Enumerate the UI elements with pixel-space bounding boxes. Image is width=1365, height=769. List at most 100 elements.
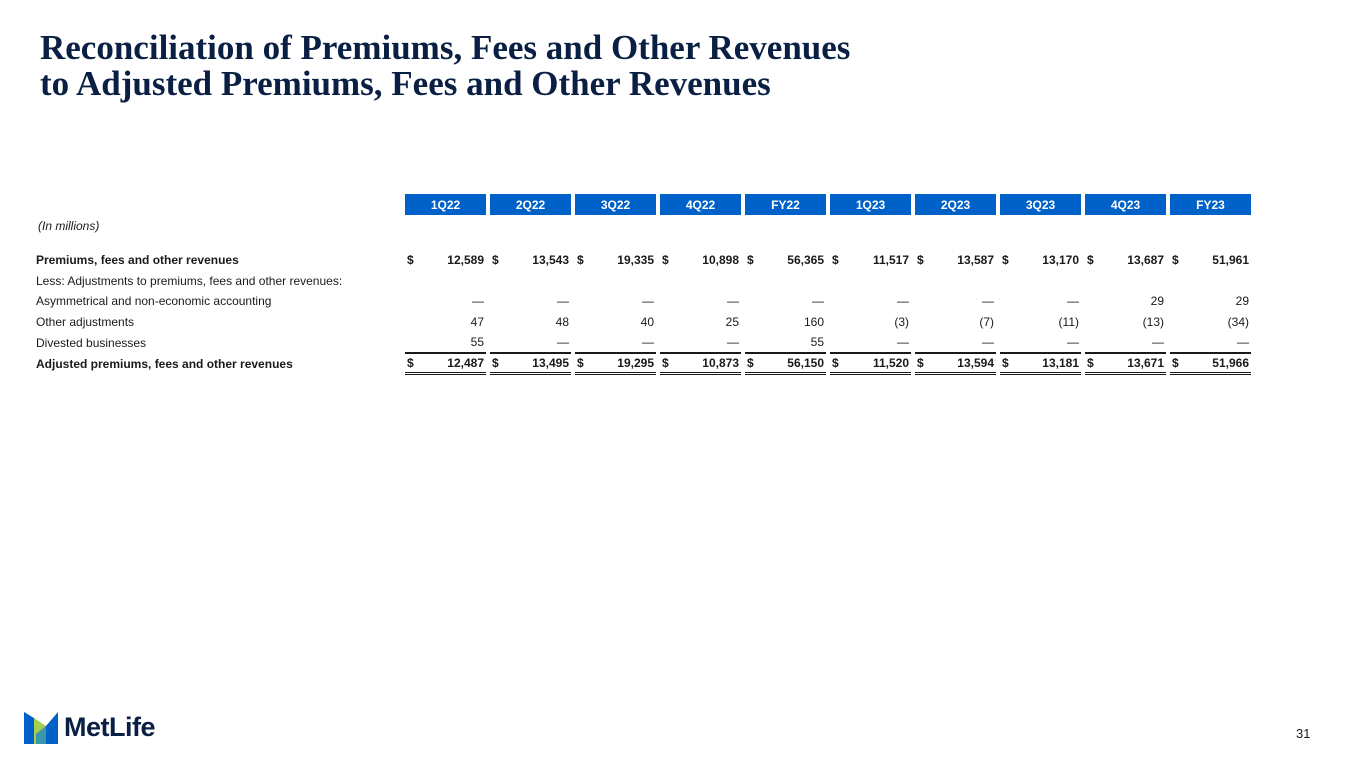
cell-3q23: — [1000, 332, 1081, 353]
cell-value: 56,150 [787, 356, 824, 370]
cell-value: 13,594 [957, 356, 994, 370]
cell-4q23: — [1085, 332, 1166, 353]
cell-3q23: (11) [1000, 312, 1081, 333]
currency-symbol: $ [492, 253, 499, 268]
row-other-adjustments: Other adjustments 47 48 40 25 160 (3) (7) (11) (… [36, 312, 1251, 333]
column-header-row: 1Q22 2Q22 3Q22 4Q22 FY22 1Q23 2Q23 3Q23 … [36, 194, 1251, 215]
cell-value: (11) [1058, 314, 1079, 329]
reconciliation-table: 1Q22 2Q22 3Q22 4Q22 FY22 1Q23 2Q23 3Q23 … [36, 194, 1251, 375]
currency-symbol: $ [747, 356, 754, 370]
column-header-4q23: 4Q23 [1085, 194, 1166, 215]
cell-4q23: 29 [1085, 291, 1166, 312]
row-asymmetrical: Asymmetrical and non-economic accounting… [36, 291, 1251, 312]
cell-4q23: $13,671 [1085, 353, 1166, 375]
cell-value: — [472, 294, 484, 309]
cell-2q23: $13,594 [915, 353, 996, 375]
cell-4q23: $13,687 [1085, 250, 1166, 271]
cell-value: 19,335 [617, 253, 654, 268]
cell-1q23: $11,520 [830, 353, 911, 375]
row-divested: Divested businesses 55 — — — 55 — — — — — [36, 332, 1251, 353]
cell-fy22: $56,150 [745, 353, 826, 375]
cell-value: 13,495 [532, 356, 569, 370]
row-label: Less: Adjustments to premiums, fees and … [36, 273, 343, 288]
cell-1q23: $11,517 [830, 250, 911, 271]
cell-fy22: — [745, 291, 826, 312]
page-title: Reconciliation of Premiums, Fees and Oth… [40, 30, 850, 102]
cell-fy22: 55 [745, 332, 826, 353]
currency-symbol: $ [407, 253, 414, 268]
column-header-fy22: FY22 [745, 194, 826, 215]
column-header-2q22: 2Q22 [490, 194, 571, 215]
cell-4q22: 25 [660, 312, 741, 333]
cell-1q23: (3) [830, 312, 911, 333]
currency-symbol: $ [1172, 253, 1179, 268]
cell-value: 29 [1150, 294, 1164, 309]
currency-symbol: $ [1002, 356, 1009, 370]
currency-symbol: $ [577, 356, 584, 370]
cell-1q22: 47 [405, 312, 486, 333]
cell-4q23: (13) [1085, 312, 1166, 333]
cell-value: 13,543 [532, 253, 569, 268]
cell-value: 48 [555, 314, 569, 329]
cell-3q23: $13,170 [1000, 250, 1081, 271]
cell-value: 51,961 [1212, 253, 1249, 268]
cell-2q22: — [490, 291, 571, 312]
cell-2q23: $13,587 [915, 250, 996, 271]
cell-value: 19,295 [617, 356, 654, 370]
cell-value: 40 [640, 314, 654, 329]
column-header-4q22: 4Q22 [660, 194, 741, 215]
cell-2q22: $13,495 [490, 353, 571, 375]
units-note: (In millions) [38, 219, 100, 233]
cell-value: — [557, 294, 569, 309]
cell-value: — [1067, 294, 1079, 309]
metlife-logo: MetLife [24, 710, 156, 744]
cell-value: — [982, 335, 994, 349]
currency-symbol: $ [1002, 253, 1009, 268]
cell-2q23: (7) [915, 312, 996, 333]
currency-symbol: $ [747, 253, 754, 268]
row-label: Other adjustments [36, 314, 135, 329]
cell-value: 55 [470, 335, 484, 349]
cell-value: 13,671 [1127, 356, 1164, 370]
currency-symbol: $ [832, 356, 839, 370]
cell-fy23: $51,961 [1170, 250, 1251, 271]
row-less-header: Less: Adjustments to premiums, fees and … [36, 271, 1251, 292]
cell-fy23: — [1170, 332, 1251, 353]
cell-fy22: 160 [745, 312, 826, 333]
currency-symbol: $ [492, 356, 499, 370]
currency-symbol: $ [662, 356, 669, 370]
cell-4q22: $10,873 [660, 353, 741, 375]
cell-2q22: 48 [490, 312, 571, 333]
cell-value: (7) [979, 314, 994, 329]
page-number: 31 [1296, 726, 1311, 741]
label-column-header [36, 194, 405, 215]
cell-value: 12,487 [447, 356, 484, 370]
cell-value: 13,181 [1042, 356, 1079, 370]
cell-3q22: $19,335 [575, 250, 656, 271]
cell-2q23: — [915, 332, 996, 353]
row-label: Divested businesses [36, 335, 147, 350]
cell-3q22: — [575, 291, 656, 312]
currency-symbol: $ [407, 356, 414, 370]
cell-value: — [1067, 335, 1079, 349]
cell-3q22: 40 [575, 312, 656, 333]
cell-4q22: — [660, 332, 741, 353]
cell-value: 29 [1235, 294, 1249, 309]
cell-value: 55 [810, 335, 824, 349]
cell-3q23: — [1000, 291, 1081, 312]
cell-value: — [727, 335, 739, 349]
cell-value: — [557, 335, 569, 349]
column-header-2q23: 2Q23 [915, 194, 996, 215]
cell-value: 12,589 [447, 253, 484, 268]
cell-value: — [897, 294, 909, 309]
currency-symbol: $ [662, 253, 669, 268]
row-adjusted: Adjusted premiums, fees and other revenu… [36, 353, 1251, 375]
cell-1q22: $12,487 [405, 353, 486, 375]
cell-value: — [812, 294, 824, 309]
cell-fy23: 29 [1170, 291, 1251, 312]
cell-fy22: $56,365 [745, 250, 826, 271]
cell-value: — [1237, 335, 1249, 349]
currency-symbol: $ [917, 253, 924, 268]
currency-symbol: $ [1172, 356, 1179, 370]
cell-3q23: $13,181 [1000, 353, 1081, 375]
